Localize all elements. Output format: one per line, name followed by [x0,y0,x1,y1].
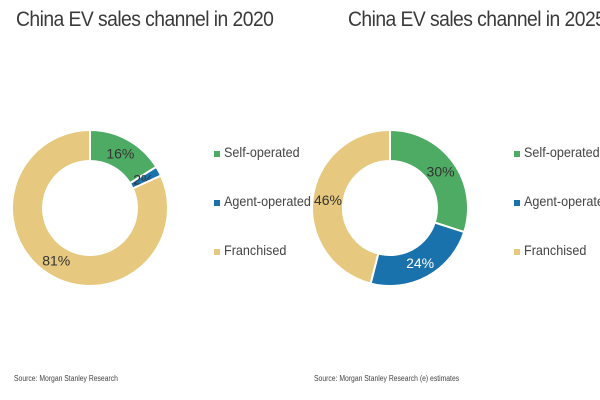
chart-panel-2025e: 30% 24% 46% China EV sales channel in 2025… [300,0,600,400]
chart-panel-2020: 16% 2% 81% China EV sales channel in 2020 … [11,8,311,383]
legend-swatch [214,200,220,206]
donut-chart-2020: 16%2%81% [11,128,169,287]
legend-label: Agent-operated [224,193,311,209]
data-label: 30% [427,163,455,179]
data-label: 24% [406,255,434,271]
source-note: Source: Morgan Stanley Research (e) esti… [314,374,460,383]
chart-title: China EV sales channel in 2025e [348,8,600,31]
data-label: 16% [106,145,134,161]
legend-label: Self-operated [524,144,600,160]
data-label: 46% [314,192,342,208]
legend-swatch [214,249,220,255]
slice-franchised [311,128,391,285]
data-label: 81% [42,253,70,269]
slice-franchised [11,128,169,287]
legend-label: Agent-operated [524,193,600,209]
legend-label: Self-operated [224,144,300,160]
legend-label: Franchised [524,242,587,258]
legend-swatch [514,249,520,255]
chart-title: China EV sales channel in 2020 [16,8,274,31]
legend-swatch [514,151,520,157]
source-note: Source: Morgan Stanley Research [14,374,118,383]
slice-self-operated [389,128,469,234]
legend-label: Franchised [224,242,287,258]
legend-swatch [214,151,220,157]
legend-swatch [514,200,520,206]
donut-chart-2025e: 30% 24% 46% [311,128,469,287]
